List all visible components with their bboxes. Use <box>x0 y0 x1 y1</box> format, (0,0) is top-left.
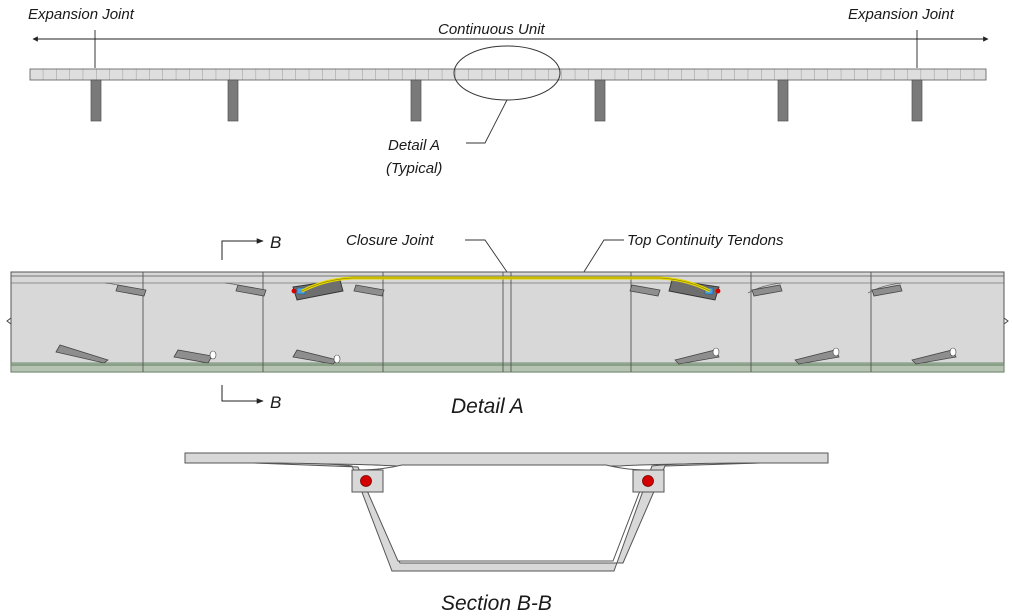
break-line-right <box>1003 317 1009 325</box>
section-duct-left <box>360 475 372 487</box>
bottom-blisters <box>55 344 957 365</box>
anchor-head <box>832 347 840 357</box>
closure-joint-label: Closure Joint <box>346 232 434 249</box>
top-continuity-tendons-label: Top Continuity Tendons <box>627 232 784 249</box>
elevation-view: Expansion Joint Expansion Joint Continuo… <box>28 6 989 177</box>
anchor-head <box>949 347 957 357</box>
anchor-blister <box>115 284 147 297</box>
pier <box>594 79 606 122</box>
anchor-blister <box>629 284 661 297</box>
section-cut-top-label: B <box>270 233 281 252</box>
anchor-head-right <box>715 288 721 294</box>
pier <box>777 79 789 122</box>
section-cut-bottom-label: B <box>270 393 281 412</box>
expansion-joint-left-label: Expansion Joint <box>28 6 135 23</box>
detail-a-leader <box>466 99 508 144</box>
section-b-b-title: Section B-B <box>441 592 552 615</box>
bottom-slab <box>10 362 1005 373</box>
bottom-anchor-blister <box>55 344 109 364</box>
top-blisters <box>104 282 903 297</box>
expansion-joint-right-label: Expansion Joint <box>848 6 955 23</box>
anchor-head <box>333 354 341 364</box>
section-b-b-view: Section B-B <box>184 452 829 615</box>
anchor-blister <box>871 284 903 297</box>
bottom-anchor-blister <box>911 349 957 365</box>
section-cut-top-arrow <box>221 238 264 260</box>
segment-joints <box>142 272 872 372</box>
continuity-blister-right <box>668 279 720 301</box>
anchor-head <box>209 350 217 360</box>
bottom-anchor-blister <box>794 349 840 365</box>
continuous-unit-label: Continuous Unit <box>438 21 546 38</box>
pier <box>90 79 102 122</box>
detail-a-callout-label: Detail A <box>388 137 440 154</box>
bottom-anchor-blister <box>674 349 720 365</box>
closure-joint-leader <box>465 239 508 273</box>
pier <box>410 79 422 122</box>
detail-a-title: Detail A <box>451 395 524 418</box>
section-cut-bottom-arrow <box>221 385 264 404</box>
top-continuity-tendon-outline <box>301 277 711 292</box>
tendon-curve <box>747 282 783 294</box>
elevation-deck <box>29 68 987 81</box>
pier <box>911 79 923 122</box>
anchor-blister <box>751 284 783 297</box>
detail-a-view: B B Closure Joint Top Continuity Tendons <box>6 232 1009 418</box>
tendon-curve <box>867 282 903 294</box>
anchor-blister <box>235 284 267 297</box>
anchor-head <box>712 347 720 357</box>
bottom-anchor-heads <box>209 347 957 364</box>
pier <box>227 79 239 122</box>
break-line-left <box>6 317 12 325</box>
top-tendons-leader <box>581 239 624 276</box>
section-interior-void <box>357 464 649 562</box>
anchor-head-left <box>291 288 297 294</box>
section-box-girder <box>253 462 761 572</box>
detail-a-typical-label: (Typical) <box>386 160 442 177</box>
girder-elevation <box>10 271 1005 373</box>
section-duct-right <box>642 475 654 487</box>
elevation-piers <box>90 79 923 122</box>
anchor-blister <box>353 284 385 297</box>
